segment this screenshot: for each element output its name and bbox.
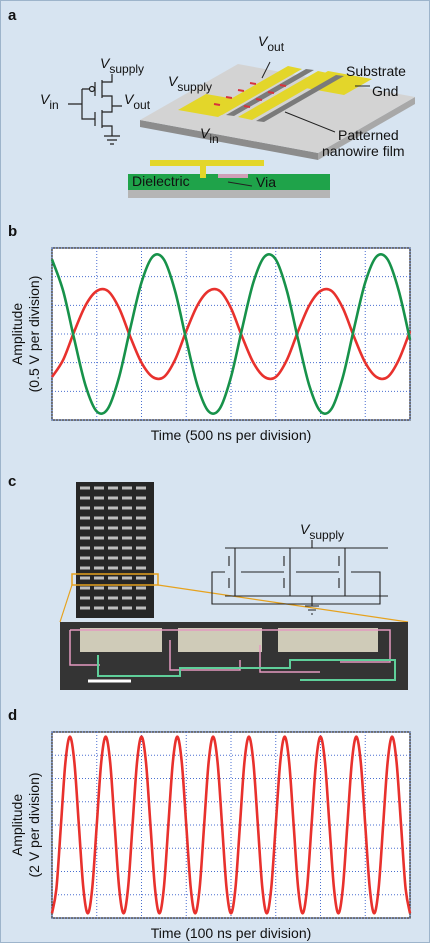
symbol: V xyxy=(300,521,311,537)
film-label: Patterned xyxy=(338,127,399,143)
y-axis-label: Amplitude xyxy=(9,794,25,856)
symbol: V xyxy=(200,125,211,141)
inverter-schematic xyxy=(68,74,122,145)
v-supply-label: Vsupply xyxy=(300,521,344,542)
v-supply-label: Vsupply xyxy=(168,73,212,94)
symbol: V xyxy=(100,55,111,71)
plot-area xyxy=(51,247,411,421)
micrograph xyxy=(59,482,409,690)
v-out-label: Vout xyxy=(124,91,151,112)
film-label: nanowire film xyxy=(322,143,404,159)
symbol: V xyxy=(168,73,179,89)
x-axis-label: Time (100 ns per division) xyxy=(151,925,312,941)
gnd-label: Gnd xyxy=(372,83,398,99)
y-axis-label: (0.5 V per division) xyxy=(26,276,42,393)
symbol: V xyxy=(124,91,135,107)
v-supply-label: Vsupply xyxy=(100,55,144,76)
via-label: Via xyxy=(256,174,276,190)
panel-label: b xyxy=(8,223,17,240)
subscript: supply xyxy=(177,80,212,94)
waveform xyxy=(50,287,412,381)
x-axis-label: Time (500 ns per division) xyxy=(151,427,312,443)
subscript: supply xyxy=(309,528,344,542)
y-axis-label: (2 V per division) xyxy=(26,772,42,877)
v-out-label: Vout xyxy=(258,33,285,54)
subscript: in xyxy=(209,132,218,146)
subscript: supply xyxy=(109,62,144,76)
panel-label: c xyxy=(8,473,16,490)
dielectric-label: Dielectric xyxy=(132,173,190,189)
v-in-label: Vin xyxy=(200,125,219,146)
subscript: out xyxy=(267,40,284,54)
symbol: V xyxy=(40,91,51,107)
subscript: in xyxy=(49,98,58,112)
symbol: V xyxy=(258,33,269,49)
substrate-label: Substrate xyxy=(346,63,406,79)
v-in-label: Vin xyxy=(40,91,59,112)
panel-label: a xyxy=(8,7,17,24)
panel-label: d xyxy=(8,707,17,724)
device-drawing xyxy=(128,61,415,198)
subscript: out xyxy=(133,98,150,112)
waveform xyxy=(50,253,412,415)
ring-oscillator-schematic xyxy=(211,540,388,615)
waveform xyxy=(50,735,412,915)
y-axis-label: Amplitude xyxy=(9,303,25,365)
